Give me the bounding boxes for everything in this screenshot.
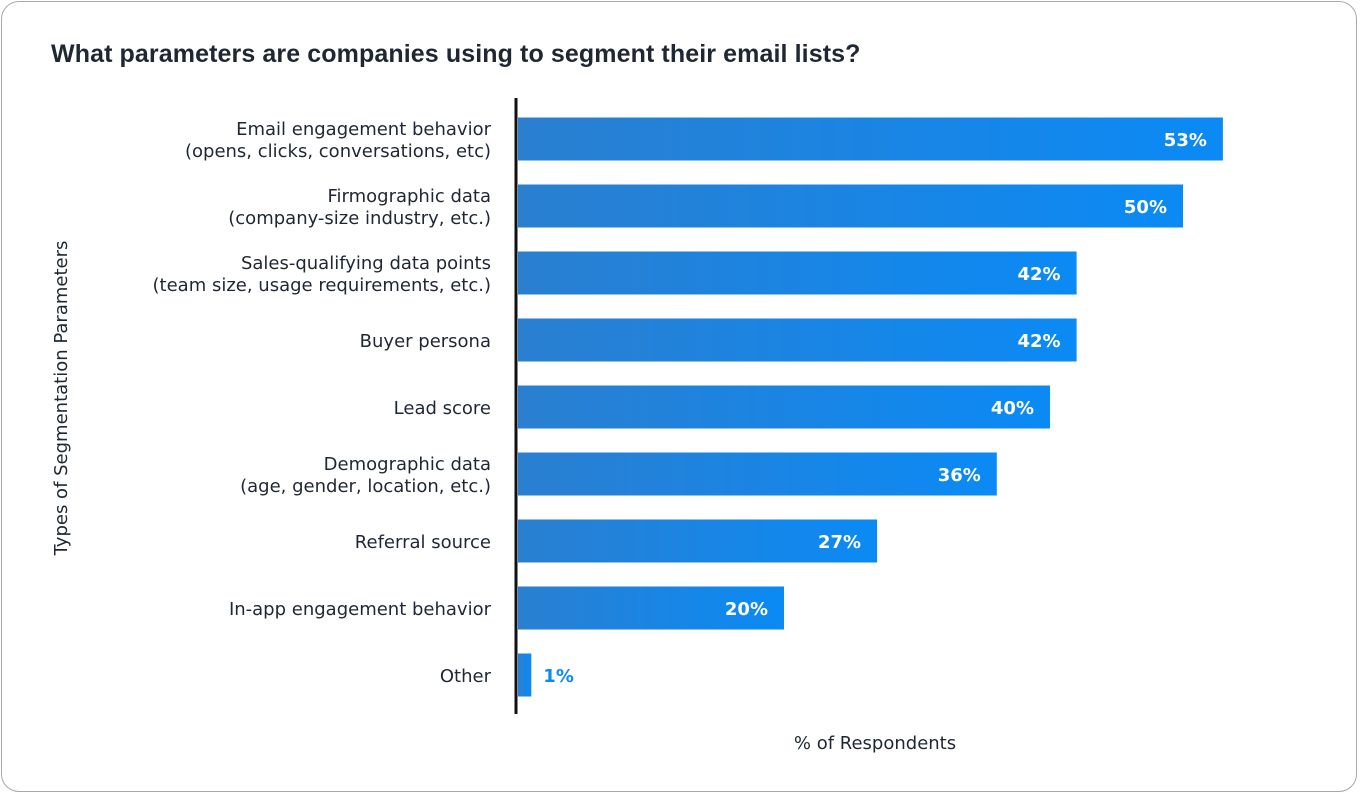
bar <box>518 184 1183 228</box>
category-label-line: In-app engagement behavior <box>229 599 492 620</box>
category-label-line: Demographic data <box>324 454 491 475</box>
bar <box>518 251 1077 295</box>
value-label: 42% <box>1018 331 1061 352</box>
y-axis-title: Types of Segmentation Parameters <box>51 241 72 557</box>
value-label: 36% <box>938 465 981 486</box>
category-label: Other <box>440 666 492 687</box>
bar <box>518 653 532 697</box>
bars-group <box>518 117 1223 697</box>
category-label-line: (opens, clicks, conversations, etc) <box>185 141 491 162</box>
value-label: 53% <box>1164 130 1207 151</box>
value-labels-group: 53% 50% 42% 42% 40% 36% 27% 20% 1% <box>543 130 1207 687</box>
value-label: 40% <box>991 398 1034 419</box>
bar <box>518 586 784 630</box>
category-label: Email engagement behavior (opens, clicks,… <box>185 119 492 162</box>
bar <box>518 519 878 563</box>
category-labels-group: Email engagement behavior (opens, clicks,… <box>153 119 492 687</box>
category-label: In-app engagement behavior <box>229 599 492 620</box>
category-label: Referral source <box>355 532 491 553</box>
category-label: Firmographic data (company-size industry,… <box>228 186 491 229</box>
chart-title: What parameters are companies using to s… <box>51 40 861 68</box>
x-axis-title: % of Respondents <box>794 733 956 754</box>
bar <box>518 385 1050 429</box>
category-label: Lead score <box>394 398 491 419</box>
category-label: Buyer persona <box>360 331 491 352</box>
category-label-line: (team size, usage requirements, etc.) <box>153 275 491 296</box>
category-label-line: Lead score <box>394 398 491 419</box>
category-label-line: Email engagement behavior <box>236 119 492 140</box>
category-label-line: Sales-qualifying data points <box>241 253 491 274</box>
category-label-line: (age, gender, location, etc.) <box>240 476 491 497</box>
bar <box>518 318 1077 362</box>
value-label: 50% <box>1124 197 1167 218</box>
category-label-line: Referral source <box>355 532 491 553</box>
category-label-line: Buyer persona <box>360 331 491 352</box>
value-label: 42% <box>1018 264 1061 285</box>
bar <box>518 452 997 496</box>
category-label-line: Other <box>440 666 492 687</box>
category-label-line: Firmographic data <box>327 186 491 207</box>
category-label: Demographic data (age, gender, location, … <box>240 454 491 497</box>
value-label: 20% <box>725 599 768 620</box>
category-label: Sales-qualifying data points (team size, … <box>153 253 491 296</box>
value-label: 1% <box>543 666 574 687</box>
value-label: 27% <box>818 532 861 553</box>
bar <box>518 117 1223 161</box>
category-label-line: (company-size industry, etc.) <box>228 208 491 229</box>
